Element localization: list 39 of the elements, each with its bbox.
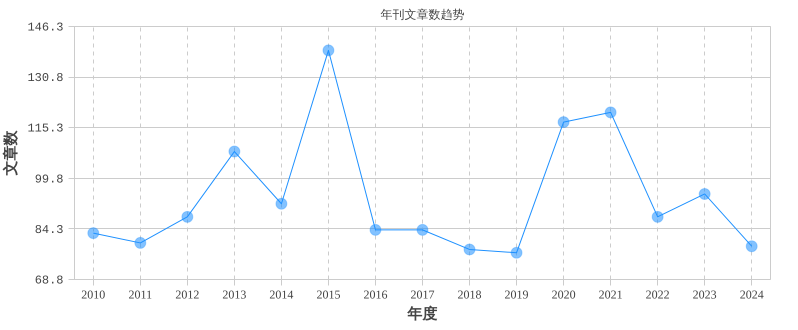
x-axis-title: 年度 xyxy=(406,304,438,322)
point xyxy=(275,198,288,210)
x-tick-label: 2019 xyxy=(504,288,529,302)
y-tick-label: 115.3 xyxy=(27,122,64,136)
x-tick-label: 2014 xyxy=(269,288,294,302)
point xyxy=(464,243,476,256)
y-tick-label: 130.8 xyxy=(27,71,64,86)
point xyxy=(228,146,240,158)
point xyxy=(746,240,758,252)
x-tick-label: 2023 xyxy=(692,288,717,302)
y-tick-label: 68.8 xyxy=(34,274,64,288)
y-axis-title: 文章数 xyxy=(1,130,20,176)
x-tick-label: 2012 xyxy=(175,288,200,302)
x-tick-label: 2018 xyxy=(458,288,482,302)
x-tick-label: 2016 xyxy=(363,288,388,302)
point xyxy=(698,188,711,200)
point xyxy=(652,210,664,223)
point xyxy=(416,224,428,236)
y-tick-label: 146.3 xyxy=(27,20,64,34)
point xyxy=(510,246,523,259)
x-tick-label: 2015 xyxy=(316,288,340,302)
x-tick-label: 2024 xyxy=(740,288,764,302)
x-tick-label: 2020 xyxy=(552,288,576,302)
x-tick-label: 2010 xyxy=(81,288,106,302)
x-tick-label: 2022 xyxy=(646,288,670,302)
x-tick-label: 2011 xyxy=(128,288,152,302)
chart-title: 年刊文章数趋势 xyxy=(380,8,464,22)
point xyxy=(369,224,382,236)
point xyxy=(604,106,617,118)
y-tick-label: 99.8 xyxy=(34,172,64,186)
point xyxy=(322,44,334,56)
point xyxy=(558,116,570,128)
x-tick-label: 2013 xyxy=(222,288,246,302)
y-tick-label: 84.3 xyxy=(34,222,64,237)
x-tick-label: 2017 xyxy=(410,288,434,302)
point xyxy=(87,227,100,240)
point xyxy=(134,236,146,249)
point xyxy=(181,210,194,223)
x-tick-label: 2021 xyxy=(598,288,623,302)
